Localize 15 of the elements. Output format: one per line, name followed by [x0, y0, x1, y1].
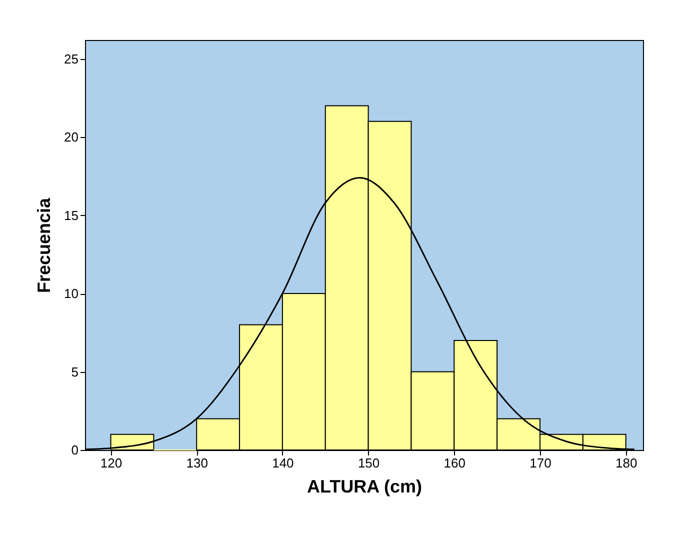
- y-tick-label: 15: [64, 208, 78, 223]
- y-tick-label: 0: [71, 442, 78, 458]
- y-tick-label: 5: [71, 364, 78, 380]
- x-tick-label: 120: [100, 456, 122, 470]
- y-tick-label: 20: [64, 130, 78, 145]
- x-tick-label: 180: [615, 456, 638, 470]
- x-tick-label: 150: [358, 456, 380, 470]
- x-tick-label: 140: [272, 456, 294, 470]
- x-tick-label: 160: [444, 456, 466, 470]
- x-tick-label: 170: [530, 456, 552, 470]
- y-tick-label: 25: [64, 51, 78, 66]
- x-tick-label: 130: [186, 456, 208, 470]
- x-axis-title: ALTURA (cm): [307, 476, 422, 496]
- y-axis-title: Frecuencia: [34, 196, 54, 294]
- y-tick-label: 10: [64, 286, 78, 302]
